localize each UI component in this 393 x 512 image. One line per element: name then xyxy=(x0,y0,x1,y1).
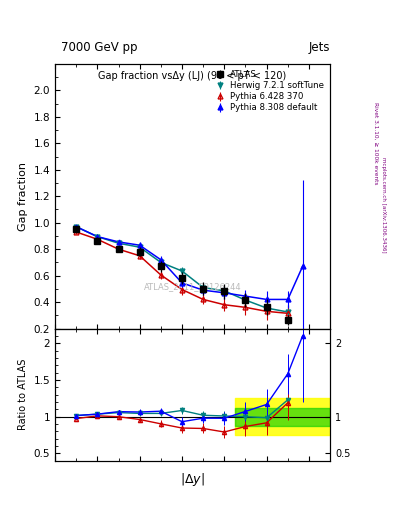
Text: ATLAS_2011_S9126244: ATLAS_2011_S9126244 xyxy=(144,282,241,291)
Text: Jets: Jets xyxy=(309,41,330,54)
Text: mcplots.cern.ch [arXiv:1306.3436]: mcplots.cern.ch [arXiv:1306.3436] xyxy=(381,157,386,252)
Legend: ATLAS, Herwig 7.2.1 softTune, Pythia 6.428 370, Pythia 8.308 default: ATLAS, Herwig 7.2.1 softTune, Pythia 6.4… xyxy=(212,68,326,114)
X-axis label: $|\Delta y|$: $|\Delta y|$ xyxy=(180,471,205,488)
Y-axis label: Gap fraction: Gap fraction xyxy=(18,162,28,231)
Y-axis label: Ratio to ATLAS: Ratio to ATLAS xyxy=(18,359,28,431)
Text: Gap fraction vsΔy (LJ) (90 < pT < 120): Gap fraction vsΔy (LJ) (90 < pT < 120) xyxy=(98,71,287,80)
Text: 7000 GeV pp: 7000 GeV pp xyxy=(61,41,138,54)
Text: Rivet 3.1.10, ≥ 100k events: Rivet 3.1.10, ≥ 100k events xyxy=(373,102,378,185)
